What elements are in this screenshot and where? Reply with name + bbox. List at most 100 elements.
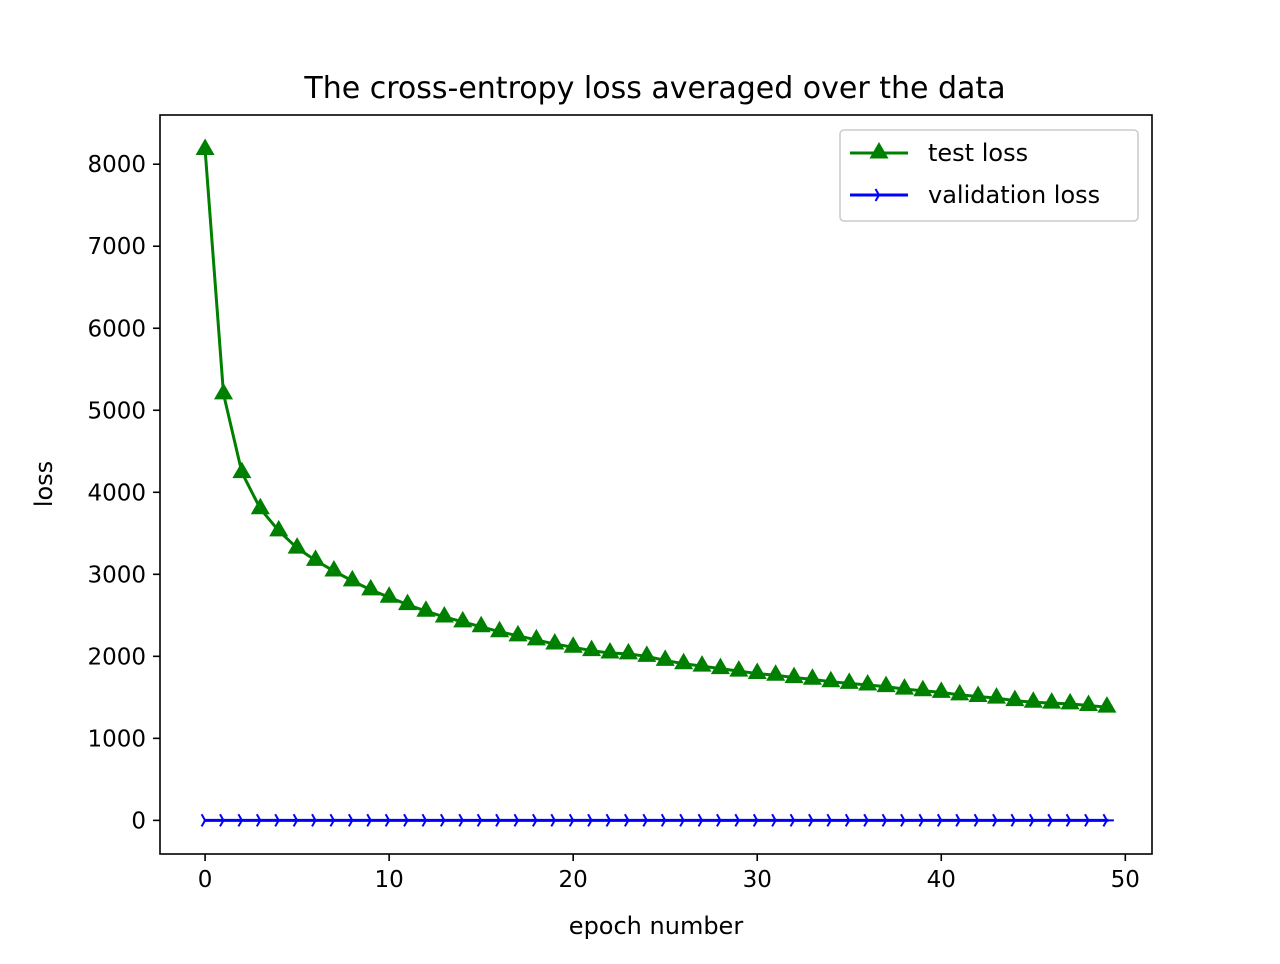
data-point [490, 620, 510, 638]
data-point [986, 687, 1007, 704]
data-point [361, 578, 381, 596]
legend-label: validation loss [928, 181, 1100, 209]
x-tick-label: 30 [743, 867, 772, 893]
x-tick-label: 20 [559, 867, 588, 893]
data-point [992, 813, 1004, 827]
data-point [624, 813, 636, 827]
data-point [747, 662, 767, 680]
series-layer [195, 138, 1117, 827]
data-point [458, 813, 470, 827]
data-point [710, 657, 730, 675]
plot-background [160, 115, 1152, 854]
data-point [955, 813, 967, 827]
data-point [808, 813, 820, 827]
data-point [269, 519, 289, 537]
data-point [605, 813, 617, 827]
data-point [1047, 813, 1059, 827]
legend-label: test loss [928, 139, 1028, 167]
data-point [471, 615, 491, 633]
data-point [347, 813, 360, 827]
data-point [637, 645, 657, 662]
data-point [716, 813, 728, 827]
legend: test loss validation loss [839, 129, 1139, 222]
data-point [563, 636, 583, 653]
data-point [213, 382, 234, 400]
data-point [802, 668, 822, 685]
data-point [734, 813, 746, 827]
y-axis-title: loss [30, 461, 58, 507]
data-point [618, 642, 638, 660]
data-point [1065, 813, 1078, 827]
data-point [219, 813, 231, 827]
data-point [250, 497, 270, 515]
data-point [398, 593, 418, 611]
data-point [931, 681, 951, 698]
data-point [587, 813, 599, 827]
data-point [642, 813, 654, 827]
legend-entry-test-loss: test loss [850, 139, 1028, 167]
series-validation-loss [200, 813, 1114, 827]
data-point [495, 813, 507, 827]
y-tick-label: 4000 [87, 480, 146, 506]
data-point [968, 685, 988, 703]
legend-box [839, 129, 1139, 222]
x-tick-label: 0 [198, 867, 213, 893]
data-point [274, 813, 286, 827]
data-point [1028, 813, 1041, 827]
plot-area [160, 115, 1152, 854]
legend-entry-validation-loss: validation loss [850, 181, 1100, 209]
data-point [582, 639, 602, 657]
data-point [545, 633, 565, 650]
data-point [789, 813, 802, 827]
y-tick-label: 6000 [87, 316, 146, 342]
y-tick-label: 0 [131, 808, 146, 834]
data-point [232, 461, 252, 479]
data-point [876, 675, 896, 693]
data-point [1010, 813, 1022, 827]
data-point [305, 549, 326, 566]
data-point [384, 813, 397, 827]
data-point [697, 813, 710, 827]
data-point [655, 649, 675, 666]
data-point [416, 600, 436, 617]
data-point [913, 679, 933, 697]
data-point [311, 813, 323, 827]
data-point [292, 813, 305, 827]
data-point [900, 813, 912, 827]
data-point [255, 813, 268, 827]
data-point [329, 813, 341, 827]
data-point [287, 537, 307, 554]
data-point [1102, 813, 1114, 827]
x-tick-label: 50 [1111, 867, 1140, 893]
axes-frame [159, 114, 1153, 855]
data-point [1023, 691, 1043, 708]
data-point [526, 628, 546, 646]
data-point [826, 813, 838, 827]
y-tick-label: 1000 [87, 726, 146, 752]
data-point [421, 813, 433, 827]
data-point [863, 813, 875, 827]
legend-marker [869, 141, 889, 159]
data-point [237, 813, 249, 827]
data-point [366, 813, 378, 827]
data-point [1084, 813, 1096, 827]
data-point [766, 664, 786, 681]
data-point [439, 813, 452, 827]
data-point [729, 660, 749, 677]
data-point [403, 813, 415, 827]
data-point [513, 813, 525, 827]
data-point [674, 652, 694, 670]
data-point [936, 813, 949, 827]
data-point [379, 586, 399, 603]
data-point [476, 813, 489, 827]
data-point [324, 560, 344, 577]
series-test-loss [195, 138, 1117, 713]
data-point [679, 813, 691, 827]
data-point [453, 610, 473, 628]
data-point [881, 813, 894, 827]
data-point [839, 672, 859, 689]
data-point [550, 813, 562, 827]
legend-marker [874, 188, 886, 202]
y-tick-label: 2000 [87, 644, 146, 670]
